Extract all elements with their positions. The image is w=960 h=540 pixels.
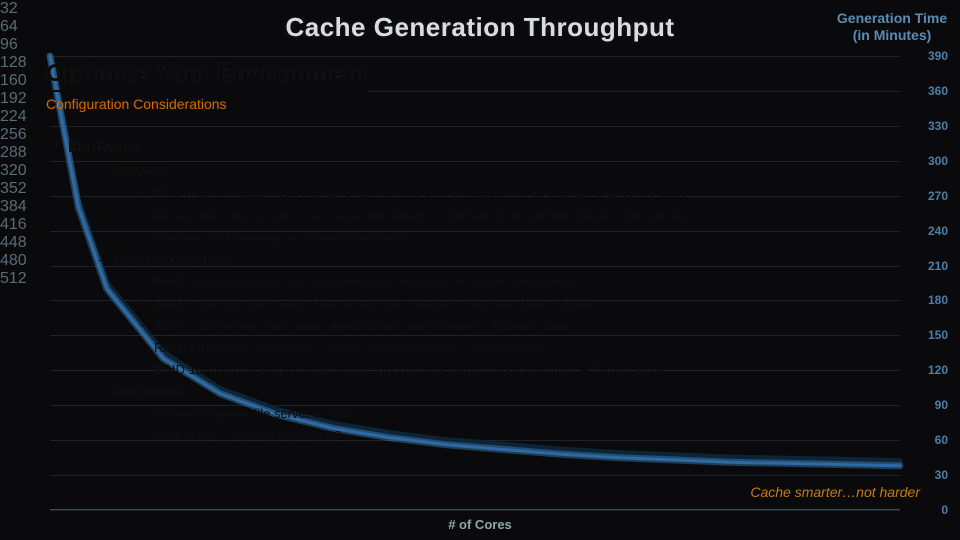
list-item: RAID 0 (striping): fast reads / writes, … bbox=[140, 337, 900, 359]
outline: Hardware: Network: Multi-machine sites n… bbox=[46, 136, 900, 447]
list-item: RAID 1 (mirroring): fast reads, good wri… bbox=[140, 315, 900, 337]
list-item: NAS: CIFS – Disable OPLOCKS bbox=[140, 425, 900, 447]
y-tick-label: 120 bbox=[906, 363, 948, 377]
y-axis-title-l1: Generation Time bbox=[837, 10, 947, 26]
x-axis-title: # of Cores bbox=[448, 517, 512, 532]
y-tick-label: 30 bbox=[906, 468, 948, 482]
y-axis-title-l2: (in Minutes) bbox=[853, 27, 932, 43]
list-item: Ensure there are no switch or router bot… bbox=[140, 205, 900, 227]
fileserver-items: Enterprise grade file server or NASNAS: … bbox=[140, 403, 900, 447]
list-item: RAID / Fault tolerance; but also anticip… bbox=[140, 271, 900, 293]
x-tick-label: 32 bbox=[0, 0, 960, 18]
network-items: Multi-machine sites need a shared networ… bbox=[140, 182, 900, 248]
x-axis-line bbox=[50, 509, 900, 510]
h2-network: Network: bbox=[112, 163, 172, 179]
list-item: Multi-machine sites need a shared networ… bbox=[140, 182, 900, 204]
y-tick-label: 60 bbox=[906, 433, 948, 447]
list-item: Consider NIC teaming to increase bandwid… bbox=[140, 227, 900, 249]
gridline bbox=[50, 510, 900, 511]
x-tick-label: 96 bbox=[0, 36, 960, 54]
x-tick-label: 64 bbox=[0, 18, 960, 36]
slide-subtitle: Configuration Considerations bbox=[46, 96, 900, 112]
list-item: RAID 10 (mirror + striping): fast reads,… bbox=[140, 359, 900, 381]
y-axis-title: Generation Time (in Minutes) bbox=[832, 10, 952, 44]
tagline: Cache smarter…not harder bbox=[750, 484, 920, 500]
slide-stage: 0306090120150180210240270300330360390 Ca… bbox=[0, 0, 960, 540]
y-tick-label: 0 bbox=[906, 503, 948, 517]
list-item: RAID 5 (parity): fast reads, slow writes… bbox=[140, 293, 900, 315]
list-item: Enterprise grade file server or NAS bbox=[140, 403, 900, 425]
slide-title: Optimize Your Environment bbox=[46, 60, 367, 92]
h2-disk: Server Local Disk: bbox=[112, 251, 234, 267]
gridline bbox=[50, 475, 900, 476]
y-tick-label: 150 bbox=[906, 328, 948, 342]
h2-fileserver: File Server: bbox=[112, 383, 188, 399]
y-tick-label: 90 bbox=[906, 398, 948, 412]
slide-content: Optimize Your Environment Configuration … bbox=[46, 60, 900, 453]
h1-hardware: Hardware: bbox=[68, 139, 146, 156]
y-tick-label: 180 bbox=[906, 293, 948, 307]
disk-items: RAID / Fault tolerance; but also anticip… bbox=[140, 271, 900, 382]
